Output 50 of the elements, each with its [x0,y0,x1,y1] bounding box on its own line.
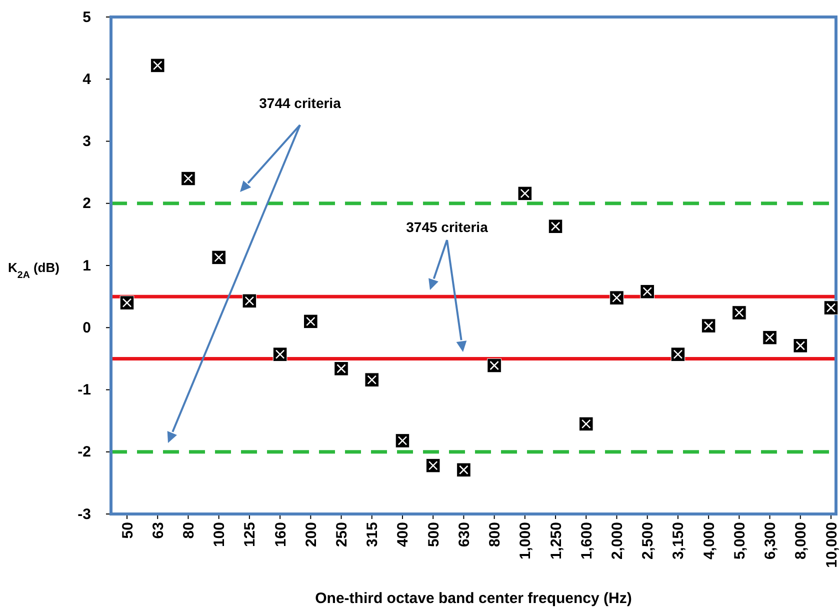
x-tick-label: 400 [394,522,412,548]
y-tick-label: 1 [82,257,91,274]
x-tick-label: 10,000 [823,522,840,568]
x-tick-label: 5,000 [731,522,748,560]
x-tick-label: 8,000 [792,522,810,560]
x-tick-label: 160 [272,522,290,548]
point [364,372,380,387]
y-tick-label: 4 [82,70,92,88]
x-tick-label: 250 [334,522,351,548]
point [793,338,808,353]
y-tick-label: 5 [82,8,91,26]
x-tick-label: 2,500 [640,522,657,560]
x-tick-label: 1,250 [548,522,565,560]
y-tick-label: -3 [78,506,91,523]
x-tick-label: 100 [211,522,228,548]
y-tick-label: -1 [78,382,91,399]
x-tick-label: 500 [425,522,442,548]
point [272,347,288,362]
x-tick-label: 800 [486,522,504,548]
x-tick-label: 200 [302,522,320,548]
point [732,306,746,320]
x-tick-label: 1,600 [578,522,596,560]
x-tick-label: 80 [180,522,198,539]
point [304,314,318,329]
x-tick-label: 4,000 [700,522,718,560]
point [701,318,716,333]
y-axis-title: K$_{2A}$ (dB) [8,260,60,280]
annotation: 3745 criteria [406,219,488,235]
point [610,290,624,305]
y-tick-label: 2 [82,195,91,212]
x-tick-label: 1,000 [517,522,534,560]
x-axis-title: One-third octave band center frequency (Hz) [315,590,632,607]
x-tick-label: 630 [456,522,473,548]
x-tick-label: 50 [119,522,136,539]
point [334,361,348,376]
x-tick-label: 125 [242,522,259,548]
point [456,462,471,478]
point [212,250,226,265]
point [640,284,654,299]
y-tick-label: 3 [82,133,91,150]
point [670,347,686,362]
x-tick-label: 315 [364,522,382,548]
y-tick-label: 0 [82,319,91,336]
y-tick-label: -2 [78,444,91,461]
x-tick-label: 6,300 [762,522,780,560]
x-tick-label: 2,000 [608,522,626,560]
point [762,330,777,345]
annotation: 3744 criteria [259,95,342,111]
x-tick-label: 3,150 [670,522,688,560]
x-tick-label: 63 [150,522,167,539]
